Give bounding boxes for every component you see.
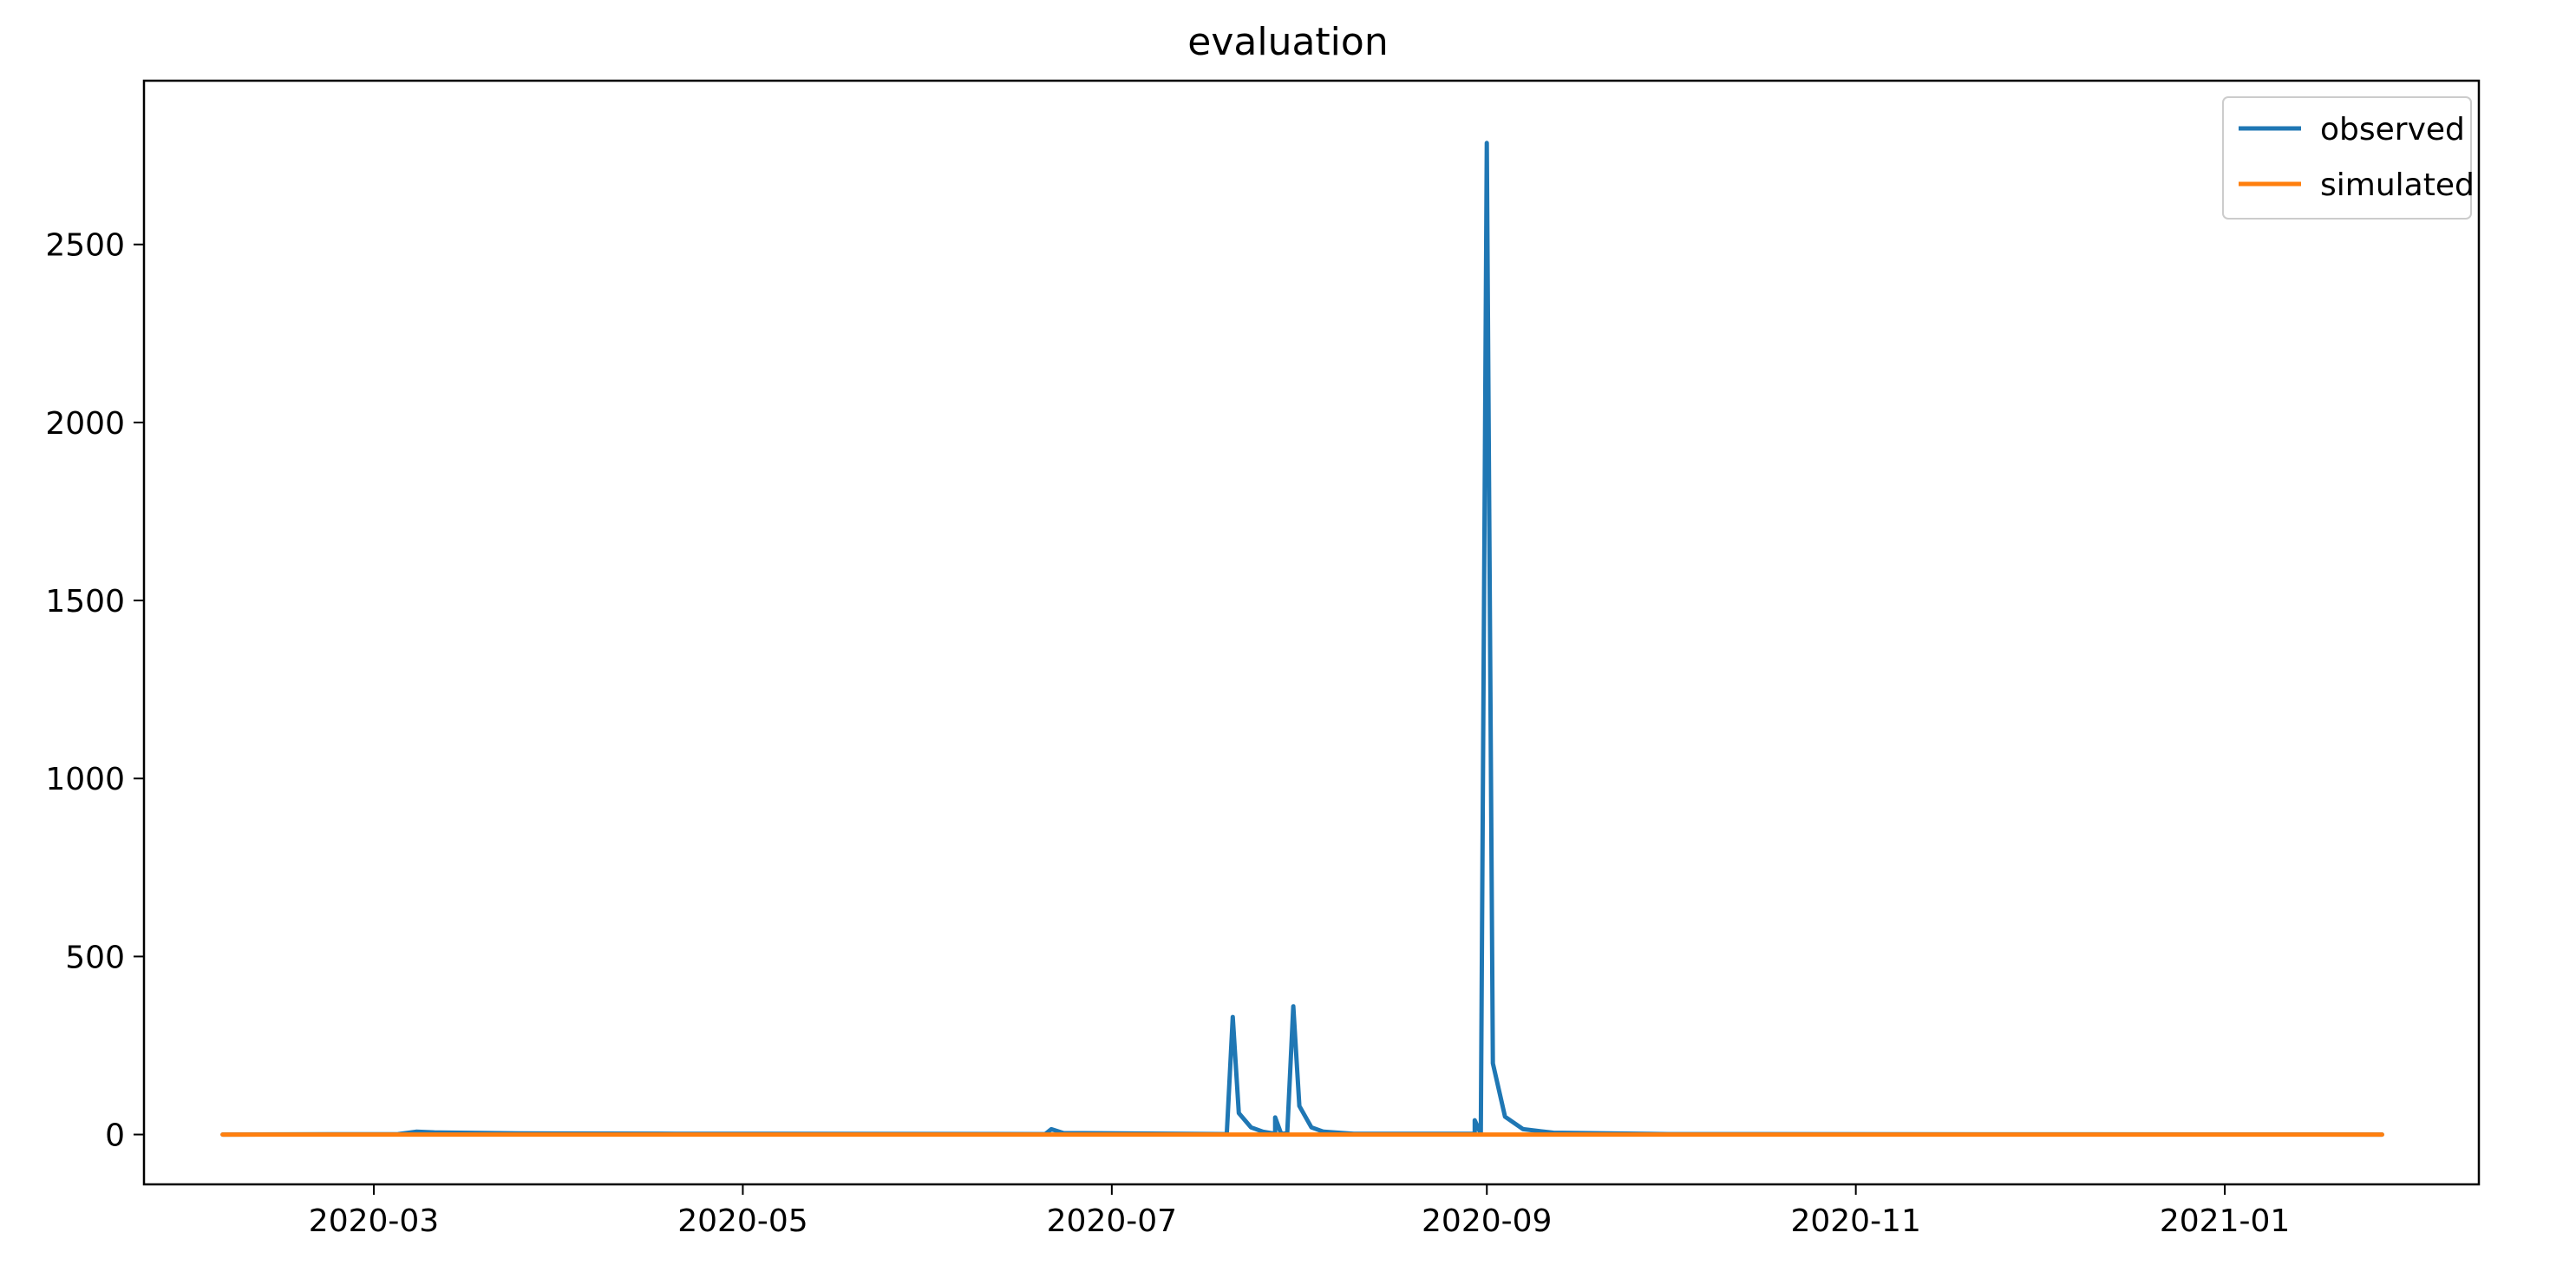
x-tick-label: 2021-01 <box>2160 1203 2290 1239</box>
y-tick-label: 0 <box>105 1118 125 1154</box>
y-tick-label: 2000 <box>45 406 125 442</box>
plot-series <box>220 141 2384 1138</box>
x-axis: 2020-03 2020-05 2020-07 2020-09 2020-11 2021-… <box>309 1184 2290 1239</box>
x-tick-label: 2020-05 <box>677 1203 807 1239</box>
y-tick-label: 1500 <box>45 584 125 620</box>
legend-label-simulated: simulated <box>2320 167 2475 203</box>
y-tick-label: 2500 <box>45 228 125 264</box>
x-tick-label: 2020-11 <box>1790 1203 1920 1239</box>
series-line-observed <box>220 141 2384 1138</box>
y-tick-label: 500 <box>65 940 125 975</box>
y-axis: 0 500 1000 1500 2000 2500 <box>45 228 144 1154</box>
legend: observed simulated <box>2222 96 2475 220</box>
x-tick-label: 2020-09 <box>1422 1203 1552 1239</box>
x-tick-label: 2020-07 <box>1047 1203 1177 1239</box>
x-tick-label: 2020-03 <box>309 1203 439 1239</box>
legend-label-observed: observed <box>2320 112 2465 148</box>
chart-title: evaluation <box>1187 20 1388 64</box>
plot-frame <box>142 79 2481 1186</box>
y-tick-label: 1000 <box>45 762 125 797</box>
